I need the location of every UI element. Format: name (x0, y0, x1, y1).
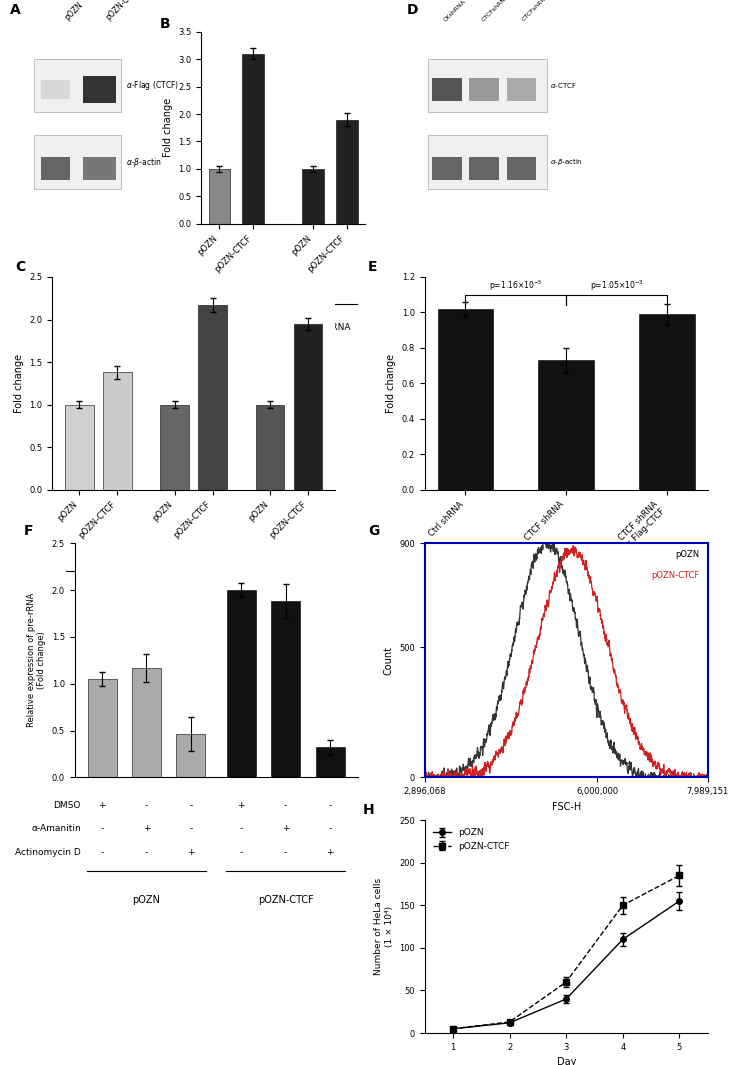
FancyBboxPatch shape (34, 59, 121, 113)
Text: H: H (362, 803, 374, 817)
Text: -: - (101, 848, 104, 856)
FancyBboxPatch shape (428, 59, 547, 113)
Text: Pre-rRNA: Pre-rRNA (310, 324, 350, 332)
Text: α-Amanitin: α-Amanitin (31, 824, 80, 833)
Bar (336, 119, 358, 224)
Text: $\alpha$-CTCF: $\alpha$-CTCF (550, 81, 577, 91)
FancyBboxPatch shape (469, 78, 499, 101)
FancyBboxPatch shape (40, 157, 70, 180)
Text: $\alpha$-Flag (CTCF): $\alpha$-Flag (CTCF) (127, 79, 180, 93)
Text: +: + (326, 848, 334, 856)
Bar (256, 405, 285, 490)
Bar (198, 305, 227, 490)
Text: -: - (145, 801, 148, 809)
Bar (639, 314, 695, 490)
Y-axis label: Fold change: Fold change (162, 98, 173, 158)
Text: -: - (240, 848, 243, 856)
Y-axis label: Count: Count (384, 645, 393, 675)
Text: CKshRNA: CKshRNA (443, 0, 466, 22)
X-axis label: Day: Day (557, 1058, 576, 1065)
Text: -: - (284, 801, 288, 809)
Text: -: - (189, 824, 192, 833)
Legend: pOZN, pOZN-CTCF: pOZN, pOZN-CTCF (429, 824, 513, 854)
Text: +: + (98, 801, 106, 809)
Bar (294, 324, 323, 490)
FancyBboxPatch shape (40, 80, 70, 99)
Text: D: D (407, 3, 418, 17)
Bar (209, 169, 230, 224)
Text: CTCFshRNA: CTCFshRNA (481, 0, 510, 22)
Text: +: + (238, 801, 245, 809)
Bar (271, 602, 300, 777)
Y-axis label: Number of HeLa cells
(1 × 10⁴): Number of HeLa cells (1 × 10⁴) (374, 878, 393, 976)
Bar (302, 169, 324, 224)
Text: +: + (143, 824, 150, 833)
FancyBboxPatch shape (34, 135, 121, 190)
Bar (316, 748, 344, 777)
Text: 28S RNA: 28S RNA (270, 592, 307, 601)
FancyBboxPatch shape (507, 78, 536, 101)
Text: pOZN: pOZN (675, 551, 700, 559)
Text: -: - (329, 824, 332, 833)
Text: p=1.16$\times$10$^{-5}$: p=1.16$\times$10$^{-5}$ (489, 278, 542, 293)
Y-axis label: Fold change: Fold change (386, 354, 396, 413)
Text: -: - (101, 824, 104, 833)
Y-axis label: Fold change: Fold change (13, 354, 24, 413)
Text: E: E (368, 260, 378, 274)
Bar (88, 679, 116, 777)
Text: pOZN: pOZN (63, 1, 85, 22)
Bar (226, 590, 256, 777)
Text: pOZN-CTCF: pOZN-CTCF (258, 895, 314, 904)
Text: +: + (282, 824, 289, 833)
Text: -: - (284, 848, 288, 856)
FancyBboxPatch shape (428, 135, 547, 190)
Bar (103, 373, 132, 490)
Y-axis label: Relative expression of pre-rRNA
(Fold change): Relative expression of pre-rRNA (Fold ch… (27, 593, 46, 727)
X-axis label: FSC-H: FSC-H (551, 802, 581, 812)
Text: Actinomycin D: Actinomycin D (15, 848, 80, 856)
Text: pOZN-CTCF: pOZN-CTCF (104, 0, 141, 22)
Text: $\alpha$-$\beta$-actin: $\alpha$-$\beta$-actin (550, 158, 583, 167)
Bar (65, 405, 94, 490)
Text: 5.8S RNA: 5.8S RNA (79, 592, 118, 601)
Bar (242, 54, 264, 224)
Text: G: G (368, 524, 379, 539)
Text: -: - (240, 824, 243, 833)
Text: 18S RNA: 18S RNA (176, 592, 212, 601)
FancyBboxPatch shape (507, 157, 536, 180)
Bar (177, 735, 206, 777)
Text: pOZN-CTCF: pOZN-CTCF (651, 571, 700, 580)
Text: -: - (145, 848, 148, 856)
Text: $\alpha$-$\beta$-actin: $\alpha$-$\beta$-actin (127, 155, 162, 169)
Text: DMSO: DMSO (54, 801, 80, 809)
Bar (437, 309, 493, 490)
Text: CTCF: CTCF (225, 324, 247, 332)
Text: -: - (329, 801, 332, 809)
Text: pOZN: pOZN (133, 895, 160, 904)
FancyBboxPatch shape (432, 78, 462, 101)
FancyBboxPatch shape (432, 157, 462, 180)
Text: F: F (24, 524, 33, 539)
Bar (539, 360, 594, 490)
Text: p=1.05$\times$10$^{-3}$: p=1.05$\times$10$^{-3}$ (590, 278, 644, 293)
Text: +: + (187, 848, 194, 856)
FancyBboxPatch shape (469, 157, 499, 180)
Text: A: A (10, 3, 20, 17)
Text: -: - (189, 801, 192, 809)
FancyBboxPatch shape (83, 157, 115, 180)
Text: C: C (16, 260, 25, 274)
FancyBboxPatch shape (83, 76, 115, 103)
Text: B: B (160, 17, 171, 31)
Text: CTCFshRNA+Flag-CTCF: CTCFshRNA+Flag-CTCF (522, 0, 577, 22)
Bar (160, 405, 189, 490)
Bar (132, 668, 161, 777)
